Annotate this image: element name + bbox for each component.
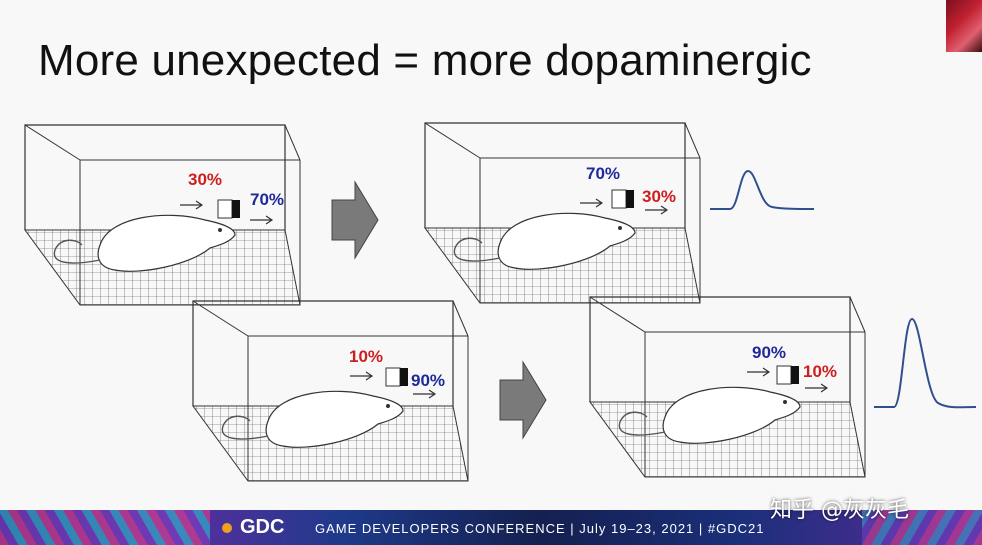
right-arrow-icon xyxy=(331,180,379,260)
top-right-left-percent: 70% xyxy=(586,164,621,183)
conference-footer: GDC GAME DEVELOPERS CONFERENCE | July 19… xyxy=(0,510,982,545)
bottom-right-left-percent: 90% xyxy=(752,343,787,362)
watermark: 知乎 @灰灰毛 xyxy=(770,498,909,523)
cage-top-left xyxy=(24,124,301,306)
cage-bottom-right xyxy=(589,296,866,478)
webcam-thumbnail xyxy=(946,0,982,52)
gdc-logo: GDC xyxy=(240,516,285,538)
dopamine-large-peak-icon xyxy=(874,317,977,409)
cage-bottom-left xyxy=(192,300,469,482)
bottom-left-left-percent: 10% xyxy=(349,347,384,366)
slide: More unexpected = more dopaminergic 30% … xyxy=(24,0,982,482)
bottom-left-right-percent: 90% xyxy=(411,371,446,390)
dopamine-small-peak-icon xyxy=(710,169,815,210)
bottom-right-right-percent: 10% xyxy=(803,362,838,381)
top-left-right-percent: 70% xyxy=(250,190,285,209)
top-left-left-percent: 30% xyxy=(188,170,223,189)
conference-info: GAME DEVELOPERS CONFERENCE | July 19–23,… xyxy=(315,521,765,536)
cage-top-right xyxy=(424,122,701,304)
top-right-right-percent: 30% xyxy=(642,187,677,206)
footer-decoration-left xyxy=(0,510,210,545)
right-arrow-icon-2 xyxy=(499,360,547,440)
slide-title: More unexpected = more dopaminergic xyxy=(38,36,812,85)
gdc-dot-icon xyxy=(222,523,232,533)
footer-decoration-right xyxy=(862,510,982,545)
